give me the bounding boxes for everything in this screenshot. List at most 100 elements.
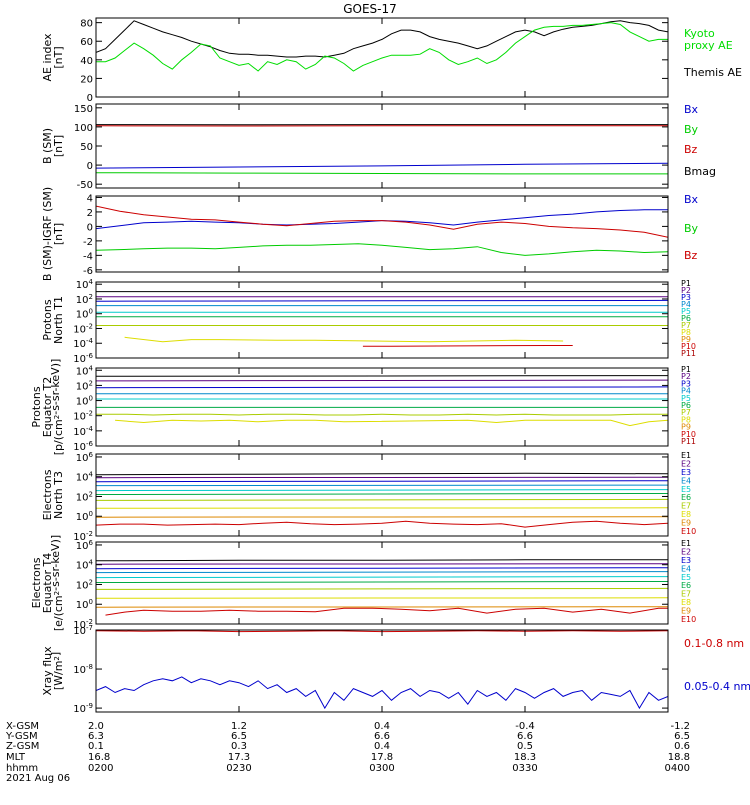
y-tick-label: 104 [76, 364, 94, 377]
series-group [96, 376, 668, 426]
y-tick-label: 100 [74, 123, 93, 134]
y-tick-label: 104 [76, 559, 94, 572]
ephemeris-value: 0330 [512, 763, 537, 774]
panel-frame [96, 104, 668, 188]
ephemeris-value: 0.5 [517, 741, 533, 752]
y-tick-label: 80 [80, 19, 93, 30]
panel-legend: Bx By Bz [684, 193, 699, 262]
legend-entry: Bz [684, 249, 698, 262]
series-group [96, 292, 668, 347]
legend-entry: P11 [681, 437, 696, 446]
series-line-p1 [96, 376, 668, 377]
y-tick-label: 102 [76, 379, 93, 392]
series-line-e2 [96, 564, 668, 565]
y-tick-label: 0 [87, 222, 93, 233]
legend-entry: 0.1-0.8 nm [684, 637, 744, 650]
series-line-e1 [96, 560, 668, 561]
legend-entry: Themis AE [683, 66, 742, 79]
y-tick-label: 104 [76, 471, 94, 484]
y-tick-label: 100 [76, 308, 93, 321]
series-line-p10 [363, 346, 573, 347]
y-axis-label: B (SM)[nT] [41, 128, 65, 164]
series-line-e7 [96, 499, 668, 500]
series-line-e5 [96, 577, 668, 578]
ephemeris-value: 0.1 [88, 741, 104, 752]
y-tick-label: 10-4 [73, 337, 93, 350]
panel-legend: 0.1-0.8 nm0.05-0.4 nm [684, 637, 750, 693]
series-line-bx [96, 210, 668, 229]
y-tick-label: 106 [76, 539, 94, 552]
series-group [96, 206, 668, 255]
series-line-e8 [96, 508, 668, 509]
legend-entry: By [684, 222, 699, 235]
panel-8: 10-7 10-8 10-9 Xray flux[W/m2] 0.1-0.8 nm0.0… [41, 624, 750, 715]
y-tick-label: 10-4 [73, 425, 93, 438]
ephemeris-value: 0230 [226, 763, 251, 774]
y-tick-label: 104 [76, 278, 94, 291]
y-tick-label: 150 [74, 104, 93, 115]
series-line-kyoto-proxy-ae [96, 23, 668, 71]
y-tick-label: 10-9 [73, 702, 93, 715]
y-tick-label: 4 [87, 193, 93, 204]
ephemeris-value: 0200 [88, 763, 113, 774]
y-tick-label: -50 [77, 180, 93, 191]
y-tick-label: 40 [80, 56, 93, 67]
series-line-e9 [96, 607, 668, 608]
series-line-bx [96, 163, 668, 168]
series-line-e10 [96, 521, 668, 527]
series-line-e2 [96, 477, 668, 478]
ephemeris-value: 0.4 [374, 741, 390, 752]
series-line-e9 [96, 517, 668, 518]
legend-entry: Bz [684, 143, 698, 156]
ephemeris-value: 16.8 [88, 752, 110, 763]
y-tick-label: 10-8 [73, 663, 93, 676]
y-tick-label: 10-7 [73, 624, 93, 637]
series-line-e4 [96, 572, 668, 573]
series-group [96, 21, 668, 71]
series-line-p8 [125, 337, 563, 342]
y-tick-label: 100 [76, 395, 93, 408]
ephemeris-value: 17.3 [228, 752, 250, 763]
y-tick-label: 10-6 [73, 352, 93, 365]
series-line-e3 [96, 568, 668, 569]
series-line-by [96, 244, 668, 256]
y-tick-label: 102 [76, 490, 93, 503]
y-tick-label: 20 [80, 74, 93, 85]
legend-entry: P11 [681, 349, 696, 358]
y-tick-label: 60 [80, 37, 93, 48]
legend-entry: By [684, 123, 699, 136]
legend-entry: Bx [684, 193, 699, 206]
legend-entry: E10 [681, 527, 696, 536]
ephemeris-value: 18.3 [514, 752, 536, 763]
y-tick-label: 102 [76, 293, 93, 306]
ephemeris-value: 0300 [369, 763, 394, 774]
legend-entry: proxy AE [684, 39, 733, 52]
legend-entry: E10 [681, 615, 696, 624]
y-tick-label: -6 [83, 266, 93, 277]
series-line-p2 [96, 380, 668, 381]
series-line-e3 [96, 481, 668, 482]
series-line-p3 [96, 387, 668, 388]
y-tick-label: 50 [80, 142, 93, 153]
panel-frame [96, 630, 668, 712]
legend-entry: Bx [684, 103, 699, 116]
series-line-e4 [96, 485, 668, 486]
y-axis-label: Xray flux[W/m2] [41, 646, 65, 696]
series-line-p8 [115, 420, 668, 425]
y-tick-label: -4 [83, 251, 93, 262]
